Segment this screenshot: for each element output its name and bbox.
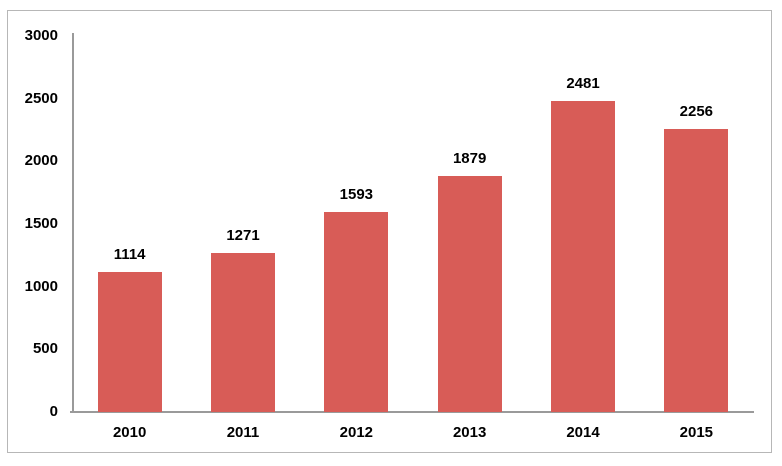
chart-bar xyxy=(437,176,502,412)
bar-value-label: 2256 xyxy=(679,103,714,120)
chart-bar xyxy=(211,253,275,412)
x-tick-label: 2015 xyxy=(679,424,714,441)
bar-value-label: 1114 xyxy=(113,246,146,263)
bar-value-label: 1593 xyxy=(339,186,374,203)
x-axis-line xyxy=(70,411,754,413)
x-tick-label: 2012 xyxy=(339,424,374,441)
x-tick-label: 2014 xyxy=(566,424,600,441)
bar-value-label: 2481 xyxy=(566,75,600,92)
y-axis-line xyxy=(72,33,74,413)
y-tick-label: 2000 xyxy=(24,152,58,170)
y-tick-label: 3000 xyxy=(24,27,58,44)
x-tick-label: 2011 xyxy=(226,424,260,441)
chart-bar xyxy=(664,129,729,412)
chart-bar xyxy=(551,101,615,412)
y-tick-label: 0 xyxy=(49,403,58,420)
bar-value-label: 1271 xyxy=(226,227,260,244)
x-tick-label: 2010 xyxy=(112,424,147,441)
y-tick-label: 1500 xyxy=(24,215,58,232)
bar-value-label: 1879 xyxy=(452,150,487,167)
chart-bar xyxy=(97,272,162,412)
y-tick-label: 1000 xyxy=(24,277,58,295)
chart-bar xyxy=(324,212,389,412)
x-tick-label: 2013 xyxy=(452,424,487,441)
y-tick-label: 500 xyxy=(32,340,58,358)
y-tick-label: 2500 xyxy=(24,89,58,107)
